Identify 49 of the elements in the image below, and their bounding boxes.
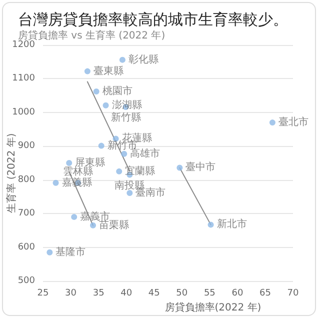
x-tick-label: 35 xyxy=(92,288,104,298)
point xyxy=(208,222,214,228)
point xyxy=(93,88,100,95)
point xyxy=(66,160,72,166)
data-label: 桃園市 xyxy=(102,85,132,98)
point xyxy=(176,164,183,171)
point xyxy=(52,180,59,186)
point xyxy=(269,120,276,126)
point xyxy=(102,102,109,108)
y-axis-title: 生育率 (2022 年) xyxy=(6,133,18,213)
data-label: 新竹縣 xyxy=(110,112,141,124)
data-label: 臺中市 xyxy=(186,161,216,174)
chart-title: 台灣房貸負擔率較高的城市生育率較少。 xyxy=(18,10,288,28)
x-tick-label: 65 xyxy=(259,288,271,298)
y-tick-label: 1200 xyxy=(12,40,36,50)
y-tick-label: 1000 xyxy=(12,107,36,118)
y-tick-label: 1100 xyxy=(12,74,36,84)
x-axis-title: 房貸負擔率(2022 年) xyxy=(164,301,262,314)
point xyxy=(121,150,128,157)
y-tick-label: 700 xyxy=(18,208,36,219)
chart-subtitle: 房貸負擔率 vs 生育率 (2022 年) xyxy=(18,30,166,42)
y-tick-label: 500 xyxy=(18,276,36,286)
y-tick-label: 800 xyxy=(18,174,36,185)
point xyxy=(90,222,96,228)
x-tick-label: 25 xyxy=(37,288,49,298)
x-tick-label: 40 xyxy=(120,288,132,298)
point xyxy=(119,56,126,63)
data-label: 基隆市 xyxy=(56,246,86,258)
point xyxy=(84,68,90,74)
x-tick-label: 70 xyxy=(287,288,299,298)
data-label: 臺北市 xyxy=(278,116,308,128)
point xyxy=(126,190,133,196)
x-tick-label: 55 xyxy=(204,288,216,298)
x-tick-label: 30 xyxy=(65,288,77,298)
data-label: 新北市 xyxy=(216,218,247,230)
x-tick-label: 45 xyxy=(148,288,160,298)
x-tick-label: 50 xyxy=(176,288,188,298)
point xyxy=(116,168,122,174)
y-tick-label: 600 xyxy=(18,242,36,252)
point xyxy=(98,142,104,149)
x-tick-label: 60 xyxy=(232,288,244,298)
point xyxy=(46,249,53,256)
data-label: 臺東縣 xyxy=(93,64,124,77)
y-tick-label: 900 xyxy=(18,141,36,152)
data-label: 彰化縣 xyxy=(128,53,158,66)
data-label: 苗栗縣 xyxy=(99,218,129,231)
data-label: 澎湖縣 xyxy=(112,98,142,111)
data-label: 高雄市 xyxy=(130,147,160,160)
point xyxy=(71,214,78,220)
